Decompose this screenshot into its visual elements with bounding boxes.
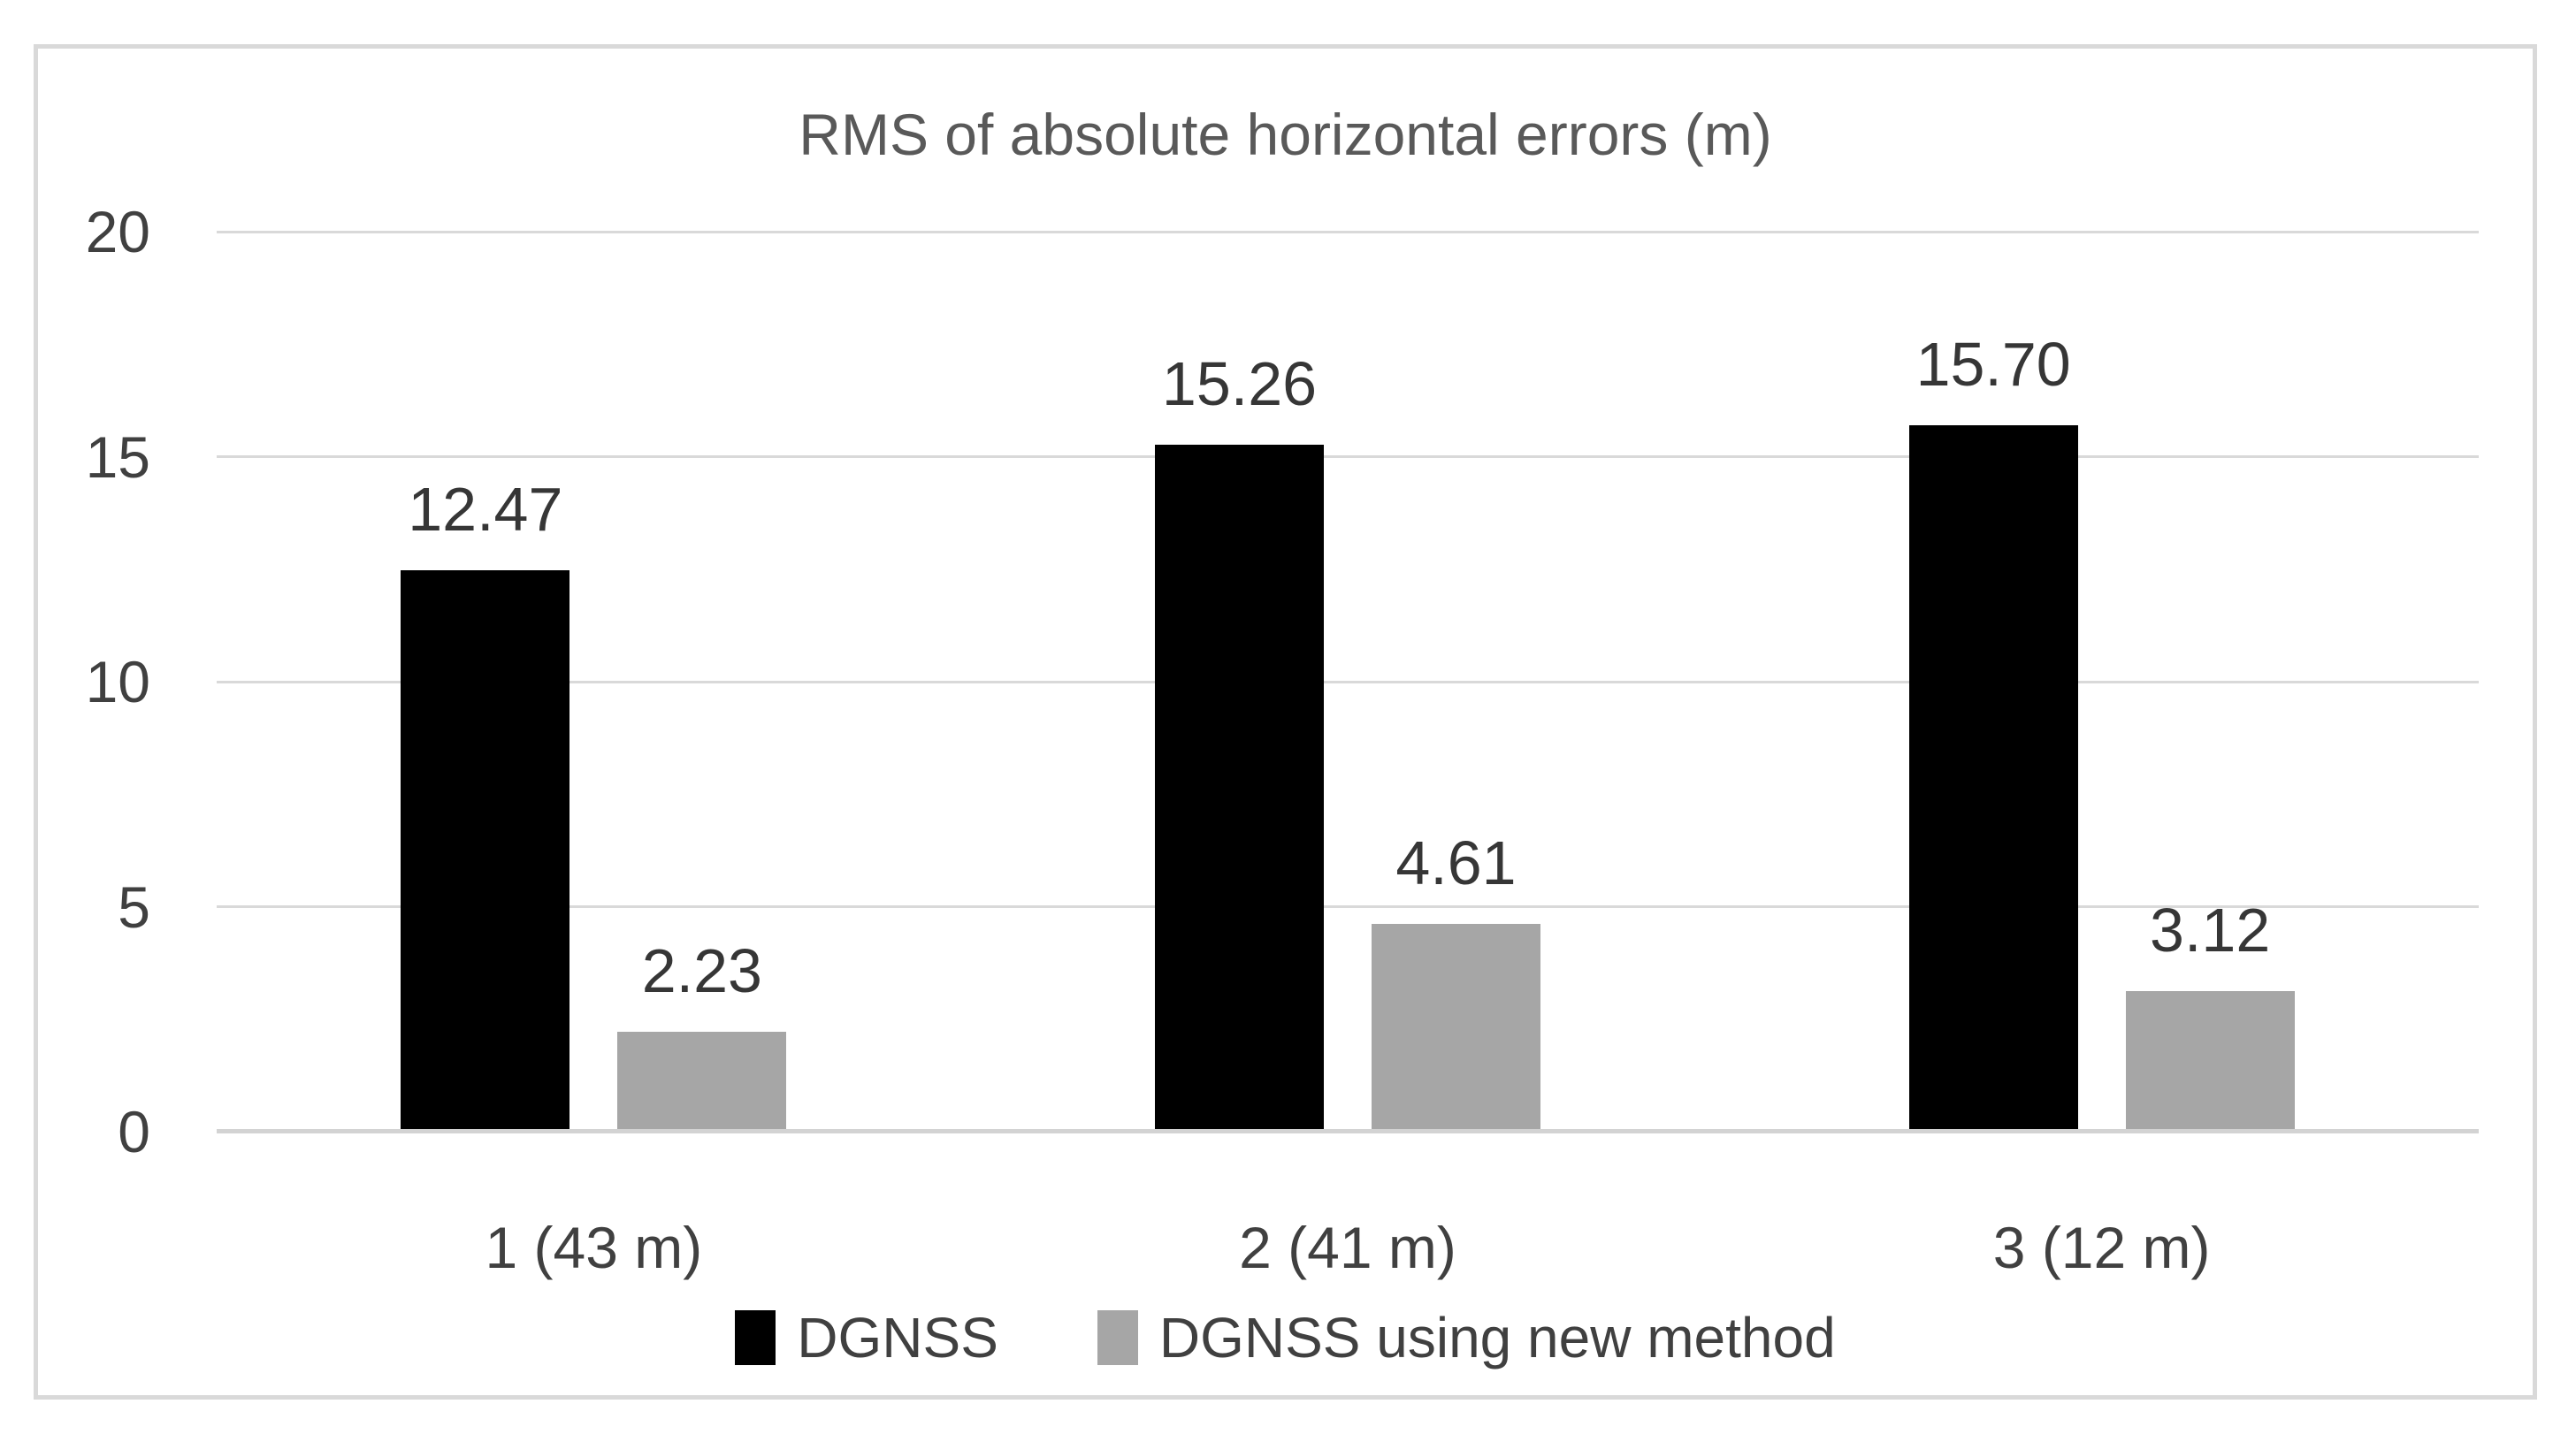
legend: DGNSS DGNSS using new method [34, 1303, 2537, 1372]
bar-dgnss-cat1 [401, 570, 570, 1132]
bar-dgnss-using-new-method-cat2 [1372, 924, 1540, 1132]
gridline [217, 680, 2479, 683]
x-axis-baseline [217, 1129, 2479, 1133]
bar-dgnss-using-new-method-cat1 [617, 1031, 787, 1132]
legend-label: DGNSS [797, 1306, 998, 1370]
bar-value-label: 15.26 [1161, 349, 1318, 419]
legend-swatch [735, 1310, 776, 1365]
bar-dgnss-cat3 [1908, 424, 2078, 1132]
gridline [217, 905, 2479, 908]
plot-area: 12.47 2.23 15.26 4.61 15.70 3.12 [217, 230, 2479, 1133]
legend-swatch [1097, 1310, 1138, 1365]
legend-item-dgnss: DGNSS [735, 1303, 998, 1372]
chart-title: RMS of absolute horizontal errors (m) [799, 102, 1772, 167]
gridline [217, 230, 2479, 233]
bar-value-label: 3.12 [2150, 896, 2271, 965]
bar-value-label: 4.61 [1395, 828, 1517, 898]
legend-item-dgnss-using-new-method: DGNSS using new method [1097, 1303, 1836, 1372]
gridline [217, 455, 2479, 458]
bar-dgnss-using-new-method-cat3 [2125, 991, 2295, 1132]
bar-dgnss-cat2 [1155, 445, 1324, 1132]
legend-label: DGNSS using new method [1158, 1306, 1836, 1370]
bar-value-label: 12.47 [408, 475, 563, 545]
bar-value-label: 2.23 [641, 935, 762, 1005]
bar-value-label: 15.70 [1915, 329, 2071, 399]
